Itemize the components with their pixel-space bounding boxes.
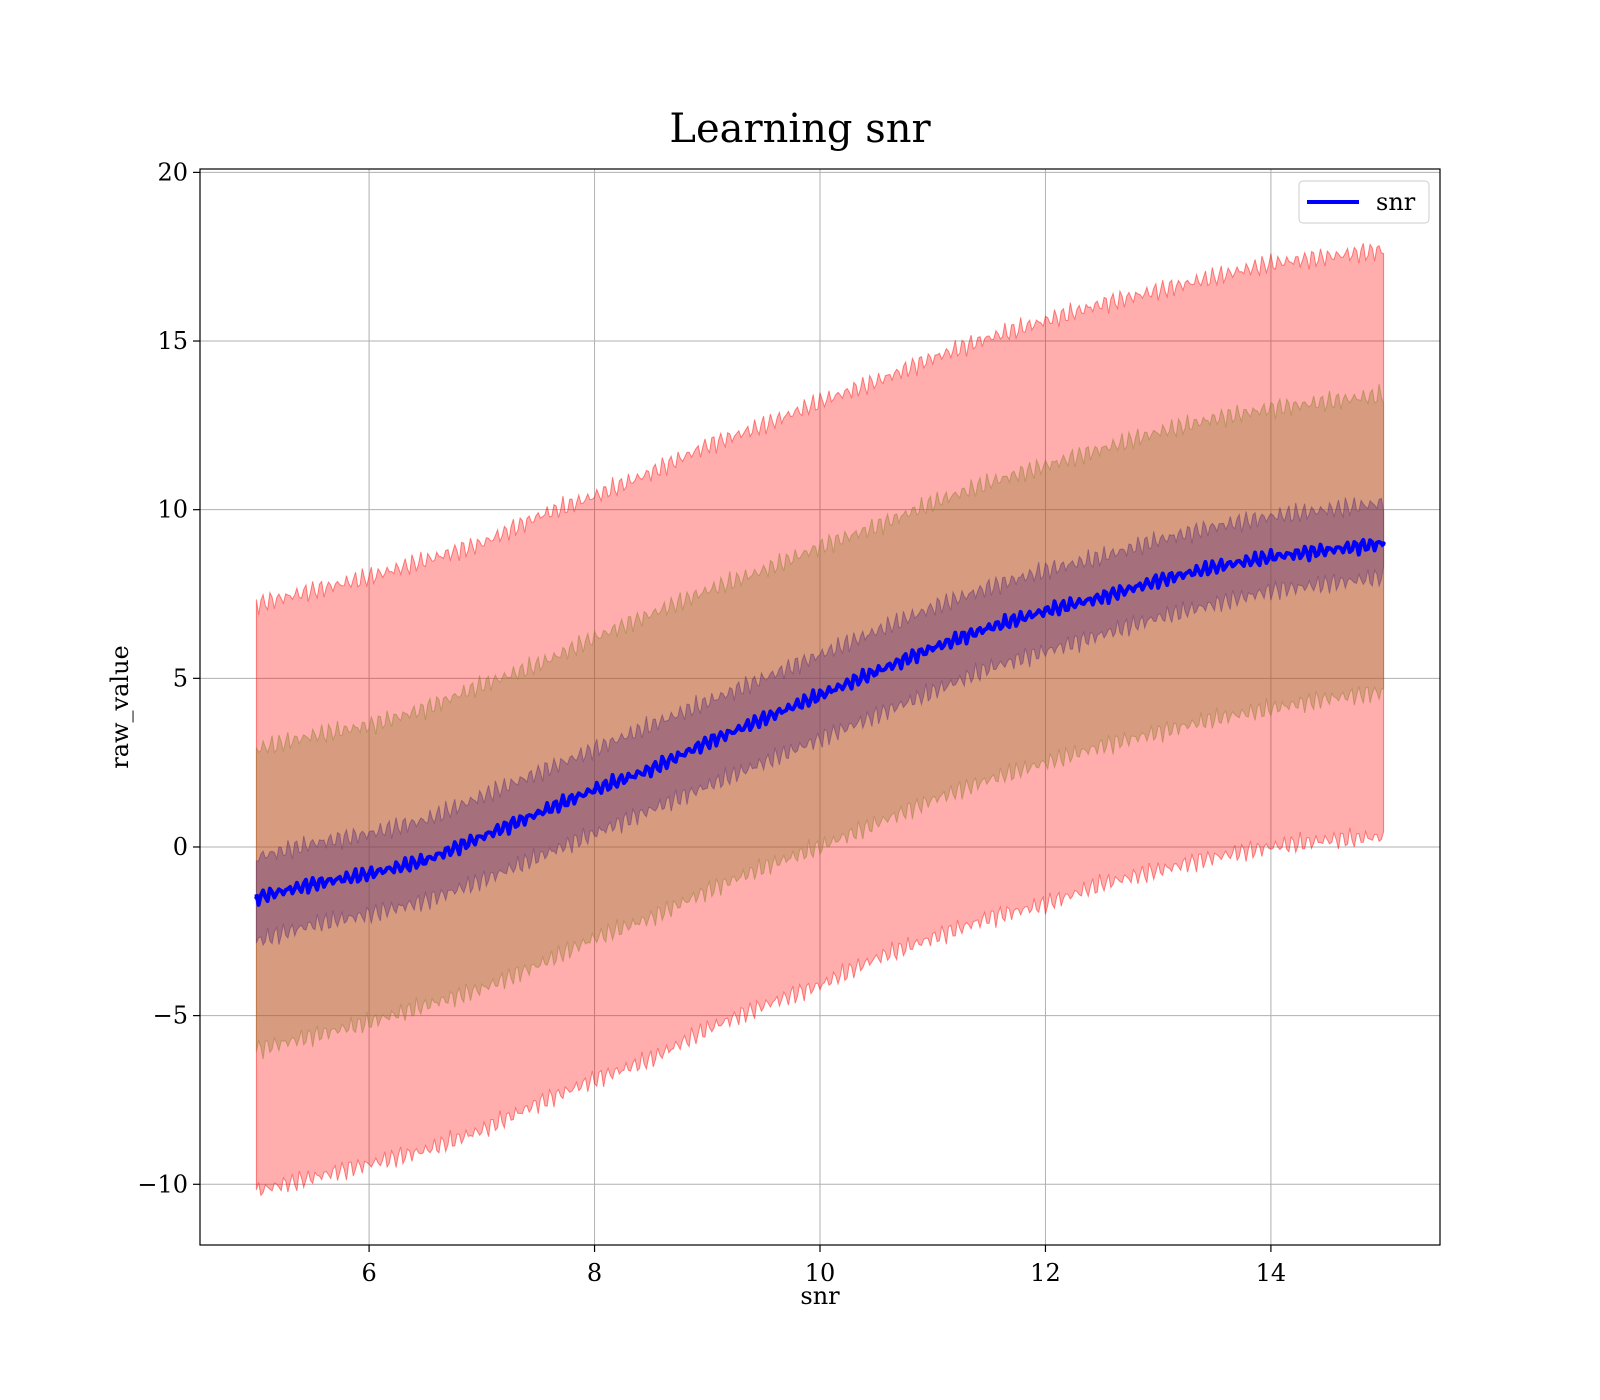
band-2 [255,497,1385,947]
x-tick-label: 6 [361,1259,376,1287]
y-tick-label: 20 [157,158,188,186]
x-tick-label: 8 [587,1259,602,1287]
axis-ticks: 6 8 10 12 14 −10 −5 0 5 10 15 20 [137,158,1286,1287]
data-point [705,740,710,745]
data-point [1212,565,1217,570]
data-point [367,871,372,876]
data-point [423,858,428,863]
data-point [592,787,597,792]
y-tick-label: 0 [173,833,188,861]
data-point [930,645,935,650]
x-tick-label: 12 [1030,1259,1061,1287]
data-point [254,895,259,900]
legend-box [1298,180,1430,224]
legend-label-snr: snr [1376,188,1416,216]
data-point [310,882,315,887]
x-axis-label: snr [800,1282,840,1310]
series-line-snr [254,538,1386,907]
data-point [874,669,879,674]
y-tick-label: −10 [137,1170,188,1198]
data-point [1099,595,1104,600]
series-lines [254,538,1386,907]
y-tick-label: 5 [173,664,188,692]
data-point [818,693,822,698]
data-point [1268,554,1273,559]
data-point [1156,578,1161,583]
chart-title: Learning snr [669,106,931,152]
x-tick-label: 10 [805,1259,836,1287]
band-1 [255,384,1385,1060]
shaded-bands [255,243,1385,1197]
x-tick-label: 14 [1256,1259,1287,1287]
data-point [987,625,992,630]
data-point [479,834,484,839]
y-tick-label: −5 [153,1002,188,1030]
y-tick-label: 15 [157,327,188,355]
data-point [1043,608,1048,613]
grid-lines [200,169,1440,1245]
legend: snr [1298,180,1430,224]
data-point [648,767,653,772]
data-point [761,716,766,721]
data-point [1381,541,1386,546]
y-tick-label: 10 [157,496,188,524]
data-point [1325,548,1330,553]
y-axis-label: raw_value [106,645,134,769]
band-0 [255,243,1385,1197]
data-point [536,811,541,816]
